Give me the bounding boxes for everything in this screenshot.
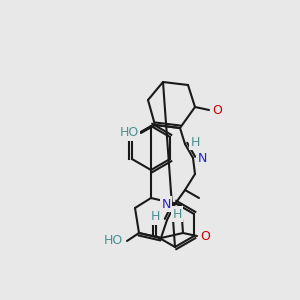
Text: N: N	[197, 152, 207, 166]
Text: O: O	[200, 230, 210, 242]
Text: H: H	[172, 208, 182, 220]
Text: H: H	[150, 211, 160, 224]
Text: O: O	[212, 103, 222, 116]
Text: HO: HO	[119, 127, 139, 140]
Text: H: H	[190, 136, 200, 148]
Text: N: N	[161, 197, 171, 211]
Text: HO: HO	[103, 235, 123, 248]
